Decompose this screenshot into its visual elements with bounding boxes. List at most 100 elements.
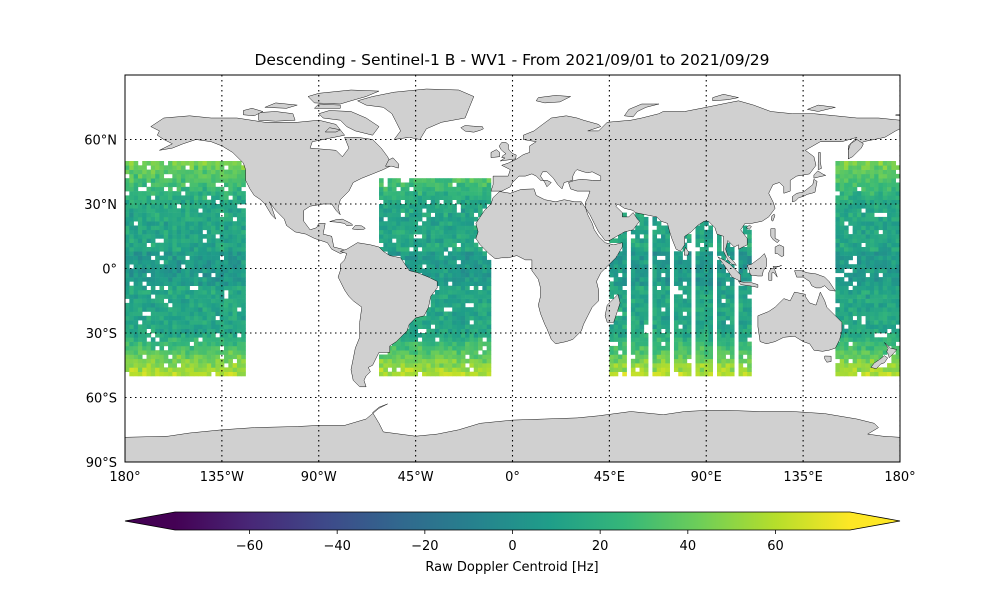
land-ireland <box>490 149 500 158</box>
data-cell <box>686 307 692 312</box>
data-cell <box>839 238 845 243</box>
data-cell <box>137 247 143 252</box>
data-cell <box>848 333 853 338</box>
data-cell <box>443 350 449 355</box>
data-cell <box>129 208 134 213</box>
data-cell <box>861 302 866 308</box>
data-cell <box>656 229 662 235</box>
data-cell <box>869 264 875 269</box>
data-cell <box>198 345 203 351</box>
land-japan-honshu <box>792 179 818 203</box>
data-cell <box>665 290 670 295</box>
data-cell <box>856 285 862 291</box>
data-cell <box>613 337 619 342</box>
data-cell <box>241 281 246 286</box>
data-cell <box>630 311 636 317</box>
data-cell <box>652 298 658 304</box>
data-cell <box>729 311 735 317</box>
data-cell <box>232 195 238 200</box>
data-cell <box>211 204 216 209</box>
data-cell <box>241 363 246 368</box>
data-cell <box>180 290 186 295</box>
data-cell <box>129 225 134 231</box>
data-cell <box>129 302 134 308</box>
data-cell <box>661 354 666 360</box>
data-cell <box>206 216 212 222</box>
data-cell <box>721 307 726 312</box>
data-cell <box>150 350 156 355</box>
data-cell <box>643 272 649 278</box>
data-cell <box>146 371 152 377</box>
data-cell <box>150 337 156 342</box>
data-cell <box>447 328 453 334</box>
data-cell <box>215 247 221 252</box>
data-cell <box>215 311 221 317</box>
data-cell <box>848 216 853 222</box>
data-cell <box>435 242 440 248</box>
data-cell <box>168 216 173 222</box>
data-cell <box>417 195 423 200</box>
data-cell <box>228 216 233 222</box>
data-cell <box>856 182 862 188</box>
data-cell <box>861 311 866 317</box>
data-cell <box>456 371 462 377</box>
data-cell <box>835 199 841 205</box>
data-cell <box>630 285 636 291</box>
data-cell <box>155 264 160 269</box>
data-cell <box>206 324 212 329</box>
data-cell <box>839 169 845 175</box>
data-cell <box>185 259 190 265</box>
data-cell <box>409 199 414 205</box>
data-cell <box>172 350 177 355</box>
data-cell <box>721 320 726 325</box>
data-cell <box>460 294 466 299</box>
data-cell <box>435 298 440 304</box>
data-cell <box>861 294 866 299</box>
data-cell <box>232 311 238 317</box>
data-cell <box>878 247 884 252</box>
data-cell <box>150 272 156 278</box>
data-cell <box>891 358 896 364</box>
data-cell <box>150 212 156 218</box>
data-cell <box>460 311 466 317</box>
data-cell <box>465 195 470 200</box>
data-cell <box>150 234 156 239</box>
data-cell <box>180 268 186 274</box>
data-cell <box>878 264 884 269</box>
data-cell <box>699 345 705 351</box>
data-cell <box>206 337 212 342</box>
data-cell <box>142 182 147 188</box>
land-taiwan <box>771 213 776 222</box>
data-cell <box>887 247 892 252</box>
data-cell <box>142 320 147 325</box>
data-cell <box>193 363 199 368</box>
data-cell <box>430 178 436 183</box>
data-cell <box>180 367 186 372</box>
data-cell <box>673 307 679 312</box>
data-cell <box>878 328 884 334</box>
data-cell <box>887 161 892 166</box>
data-cell <box>856 272 862 278</box>
lon-tick-label: 180° <box>884 470 915 485</box>
data-cell <box>835 165 841 170</box>
data-cell <box>133 363 139 368</box>
data-cell <box>417 341 423 347</box>
data-cell <box>202 178 208 183</box>
data-cell <box>215 302 221 308</box>
data-cell <box>383 363 388 368</box>
data-cell <box>417 251 423 256</box>
data-cell <box>887 272 892 278</box>
land-africa <box>475 188 623 345</box>
data-cell <box>695 229 701 235</box>
data-cell <box>630 358 636 364</box>
data-cell <box>137 216 143 222</box>
data-cell <box>725 285 731 291</box>
data-cell <box>193 320 199 325</box>
colorbar-extend-max <box>850 512 900 530</box>
data-cell <box>630 229 636 235</box>
data-cell <box>695 311 701 317</box>
data-cell <box>460 337 466 342</box>
data-cell <box>478 195 483 200</box>
data-cell <box>869 328 875 334</box>
data-cell <box>142 294 147 299</box>
